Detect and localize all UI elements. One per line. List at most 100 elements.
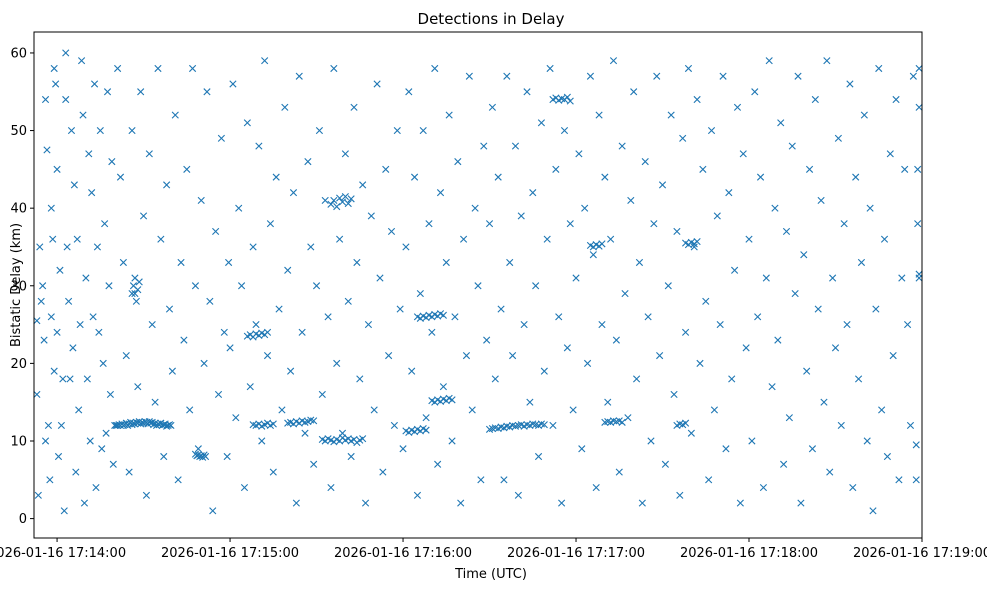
data-point-marker bbox=[428, 328, 436, 336]
data-point-marker bbox=[167, 421, 175, 430]
data-point-marker bbox=[191, 282, 200, 290]
data-point-marker bbox=[52, 80, 60, 88]
data-point-marker bbox=[287, 367, 295, 375]
data-point-marker bbox=[422, 414, 430, 422]
data-point-marker bbox=[33, 390, 41, 399]
data-point-marker bbox=[457, 499, 465, 507]
data-point-marker bbox=[353, 258, 361, 267]
data-point-marker bbox=[454, 158, 462, 166]
y-tick-label: 20 bbox=[10, 357, 27, 372]
x-tick-label: 2026-01-16 17:14:00 bbox=[0, 546, 126, 561]
data-point-marker bbox=[307, 243, 315, 251]
data-point-marker bbox=[690, 243, 698, 251]
data-point-marker bbox=[90, 80, 99, 88]
data-point-marker bbox=[569, 406, 577, 414]
data-point-marker bbox=[408, 367, 416, 375]
data-point-marker bbox=[586, 72, 595, 80]
data-point-marker bbox=[292, 499, 300, 507]
data-point-marker bbox=[422, 426, 430, 434]
data-point-marker bbox=[41, 95, 50, 104]
data-point-marker bbox=[618, 142, 626, 150]
data-point-marker bbox=[537, 119, 546, 127]
data-point-marker bbox=[63, 243, 71, 251]
data-point-marker bbox=[333, 359, 341, 367]
data-point-marker bbox=[278, 406, 286, 414]
data-point-marker bbox=[37, 297, 45, 305]
data-point-marker bbox=[344, 297, 352, 305]
data-point-marker bbox=[330, 64, 338, 73]
data-point-marker bbox=[359, 181, 367, 189]
data-point-marker bbox=[728, 375, 736, 383]
data-point-marker bbox=[402, 243, 410, 251]
data-point-marker bbox=[762, 274, 770, 282]
data-point-marker bbox=[65, 297, 73, 305]
data-point-marker bbox=[36, 243, 44, 251]
data-point-marker bbox=[43, 146, 51, 154]
data-point-marker bbox=[135, 278, 143, 286]
data-point-marker bbox=[912, 441, 920, 449]
data-point-marker bbox=[889, 352, 897, 360]
data-point-marker bbox=[261, 57, 269, 65]
data-point-marker bbox=[664, 282, 672, 290]
data-point-marker bbox=[630, 88, 638, 96]
data-point-marker bbox=[808, 445, 817, 453]
x-tick-label: 2026-01-16 17:19:00 bbox=[853, 546, 987, 561]
x-tick-label: 2026-01-16 17:17:00 bbox=[507, 546, 645, 561]
data-point-marker bbox=[451, 313, 459, 321]
data-point-marker bbox=[40, 336, 48, 344]
data-point-marker bbox=[898, 274, 906, 282]
data-point-marker bbox=[771, 204, 779, 212]
data-point-marker bbox=[670, 390, 678, 399]
data-point-marker bbox=[621, 289, 629, 298]
data-point-marker bbox=[837, 421, 845, 430]
data-point-marker bbox=[180, 336, 188, 344]
data-point-marker bbox=[54, 452, 63, 461]
data-point-marker bbox=[509, 352, 517, 360]
data-point-marker bbox=[906, 421, 915, 430]
data-point-marker bbox=[105, 282, 113, 290]
data-point-marker bbox=[448, 437, 456, 445]
data-point-marker bbox=[777, 119, 785, 127]
data-point-marker bbox=[229, 80, 237, 88]
data-point-marker bbox=[114, 64, 122, 73]
data-point-marker bbox=[748, 437, 756, 445]
data-point-marker bbox=[676, 491, 684, 499]
data-point-marker bbox=[255, 142, 263, 150]
data-point-marker bbox=[93, 243, 102, 251]
data-point-marker bbox=[44, 421, 53, 430]
data-point-marker bbox=[434, 460, 442, 468]
data-point-marker bbox=[780, 460, 788, 468]
data-point-marker bbox=[232, 414, 240, 422]
data-point-marker bbox=[609, 57, 618, 65]
data-point-marker bbox=[330, 196, 338, 204]
data-point-marker bbox=[693, 237, 701, 246]
data-point-marker bbox=[410, 173, 419, 181]
data-point-marker bbox=[174, 476, 182, 484]
data-point-marker bbox=[134, 286, 142, 294]
data-point-marker bbox=[598, 240, 606, 248]
data-point-marker bbox=[168, 367, 176, 375]
data-point-marker bbox=[638, 499, 646, 507]
data-point-marker bbox=[240, 483, 249, 492]
data-point-marker bbox=[390, 421, 398, 430]
data-point-marker bbox=[612, 336, 620, 344]
data-point-marker bbox=[269, 468, 277, 476]
data-point-marker bbox=[696, 359, 704, 367]
y-axis: 0 10 20 30 40 50 60 bbox=[10, 46, 34, 527]
data-point-marker bbox=[157, 235, 165, 243]
data-point-marker bbox=[829, 274, 837, 282]
data-point-marker bbox=[92, 483, 100, 492]
data-point-marker bbox=[327, 483, 335, 492]
data-point-marker bbox=[598, 320, 606, 329]
data-point-marker bbox=[220, 328, 228, 336]
data-point-marker bbox=[96, 126, 104, 135]
data-point-marker bbox=[275, 305, 283, 313]
data-point-marker bbox=[413, 491, 422, 499]
data-point-marker bbox=[474, 282, 482, 290]
data-point-marker bbox=[532, 282, 540, 290]
data-point-marker bbox=[163, 181, 171, 189]
data-point-marker bbox=[336, 235, 344, 243]
data-point-marker bbox=[794, 72, 802, 80]
